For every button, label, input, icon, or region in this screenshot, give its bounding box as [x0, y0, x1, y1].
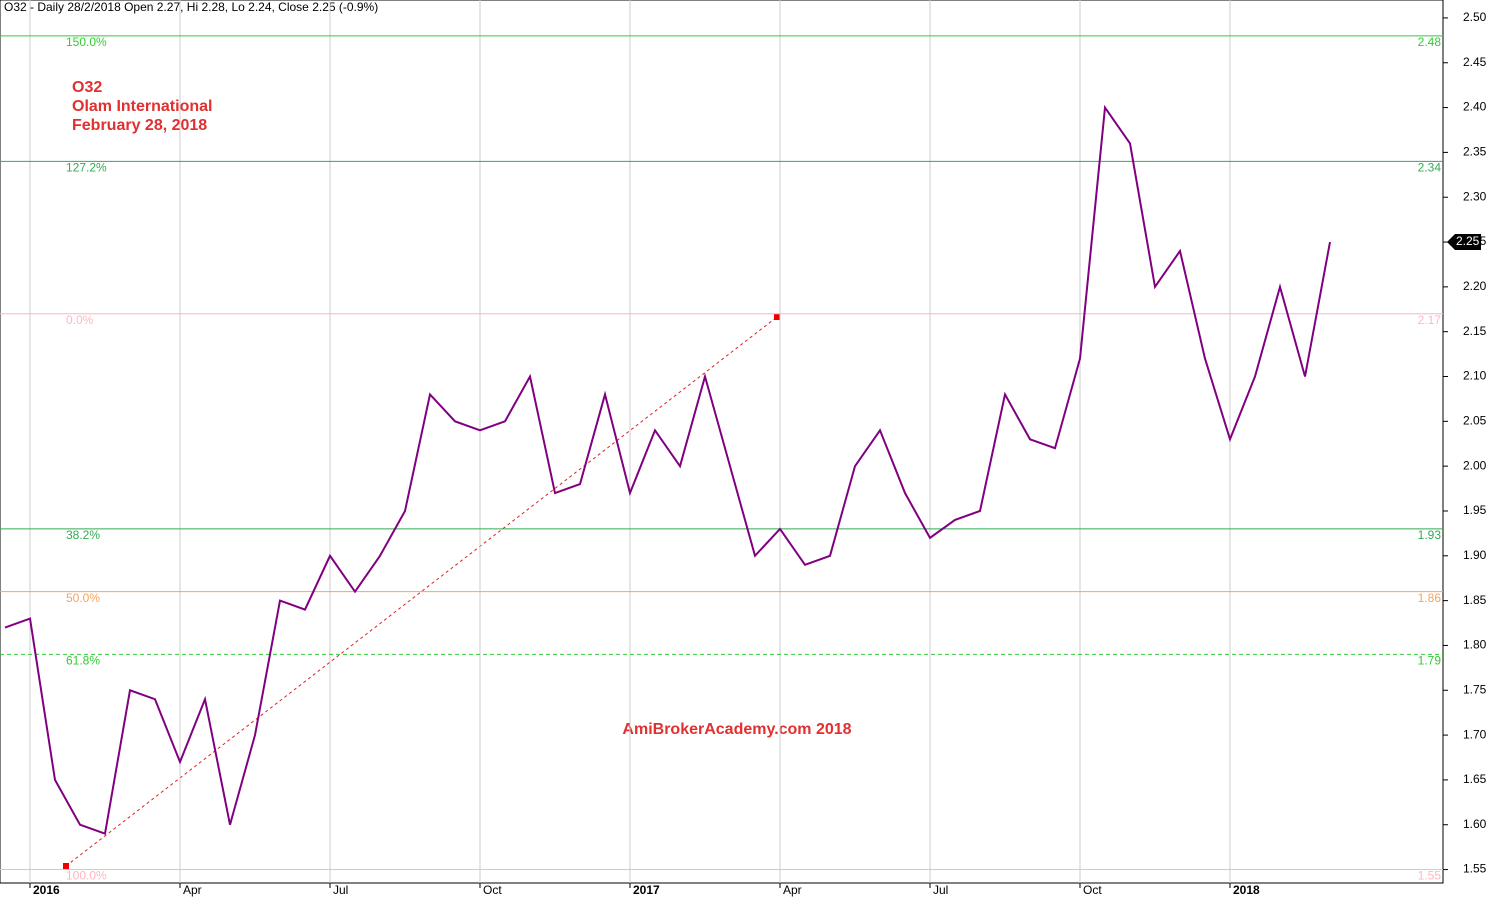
annotation: February 28, 2018	[72, 117, 207, 134]
level-value: 1.55	[1418, 869, 1442, 883]
trend-point	[63, 863, 69, 869]
x-tick-label: Apr	[183, 883, 202, 897]
y-tick-label: 1.65	[1463, 772, 1487, 786]
y-tick-label: 2.10	[1463, 369, 1487, 383]
x-tick-label: Jul	[933, 883, 948, 897]
x-tick-label: Oct	[1083, 883, 1102, 897]
y-tick-label: 1.60	[1463, 817, 1487, 831]
y-tick-label: 1.95	[1463, 503, 1487, 517]
y-tick-label: 2.40	[1463, 100, 1487, 114]
x-tick-label: Apr	[783, 883, 802, 897]
level-label: 50.0%	[66, 591, 100, 605]
x-tick-label: Jul	[333, 883, 348, 897]
y-tick-label: 1.70	[1463, 727, 1487, 741]
y-tick-label: 2.00	[1463, 458, 1487, 472]
level-value: 2.17	[1418, 313, 1442, 327]
y-tick-label: 2.45	[1463, 55, 1487, 69]
y-tick-label: 1.90	[1463, 548, 1487, 562]
level-label: 0.0%	[66, 313, 94, 327]
x-tick-label: Oct	[483, 883, 502, 897]
level-label: 100.0%	[66, 869, 107, 883]
annotation: O32	[72, 79, 102, 96]
level-value: 1.86	[1418, 591, 1442, 605]
y-tick-label: 2.50	[1463, 10, 1487, 24]
y-tick-label: 1.55	[1463, 862, 1487, 876]
level-value: 2.48	[1418, 35, 1442, 49]
level-value: 2.34	[1418, 161, 1442, 175]
y-tick-label: 2.05	[1463, 414, 1487, 428]
y-tick-label: 1.75	[1463, 682, 1487, 696]
annotation: Olam International	[72, 98, 212, 115]
x-tick-label: 2016	[33, 883, 60, 897]
y-tick-label: 2.15	[1463, 324, 1487, 338]
level-label: 150.0%	[66, 35, 107, 49]
y-tick-label: 2.35	[1463, 145, 1487, 159]
y-tick-label: 1.85	[1463, 593, 1487, 607]
header: O32 - Daily 28/2/2018 Open 2.27, Hi 2.28…	[4, 0, 378, 14]
last-value-label: 2.25	[1456, 234, 1480, 248]
last-value-box	[1447, 234, 1481, 251]
plot-area	[0, 0, 1444, 884]
trend-point	[774, 314, 780, 320]
watermark: AmiBrokerAcademy.com 2018	[622, 721, 851, 738]
level-label: 61.8%	[66, 654, 100, 668]
level-label: 38.2%	[66, 528, 100, 542]
level-value: 1.79	[1418, 654, 1442, 668]
price-line	[4, 104, 1331, 836]
y-tick-label: 2.20	[1463, 279, 1487, 293]
x-tick-label: 2018	[1233, 883, 1260, 897]
x-tick-label: 2017	[633, 883, 660, 897]
y-tick-label: 2.30	[1463, 189, 1487, 203]
level-value: 1.93	[1418, 528, 1442, 542]
y-tick-label: 1.80	[1463, 638, 1487, 652]
level-label: 127.2%	[66, 161, 107, 175]
